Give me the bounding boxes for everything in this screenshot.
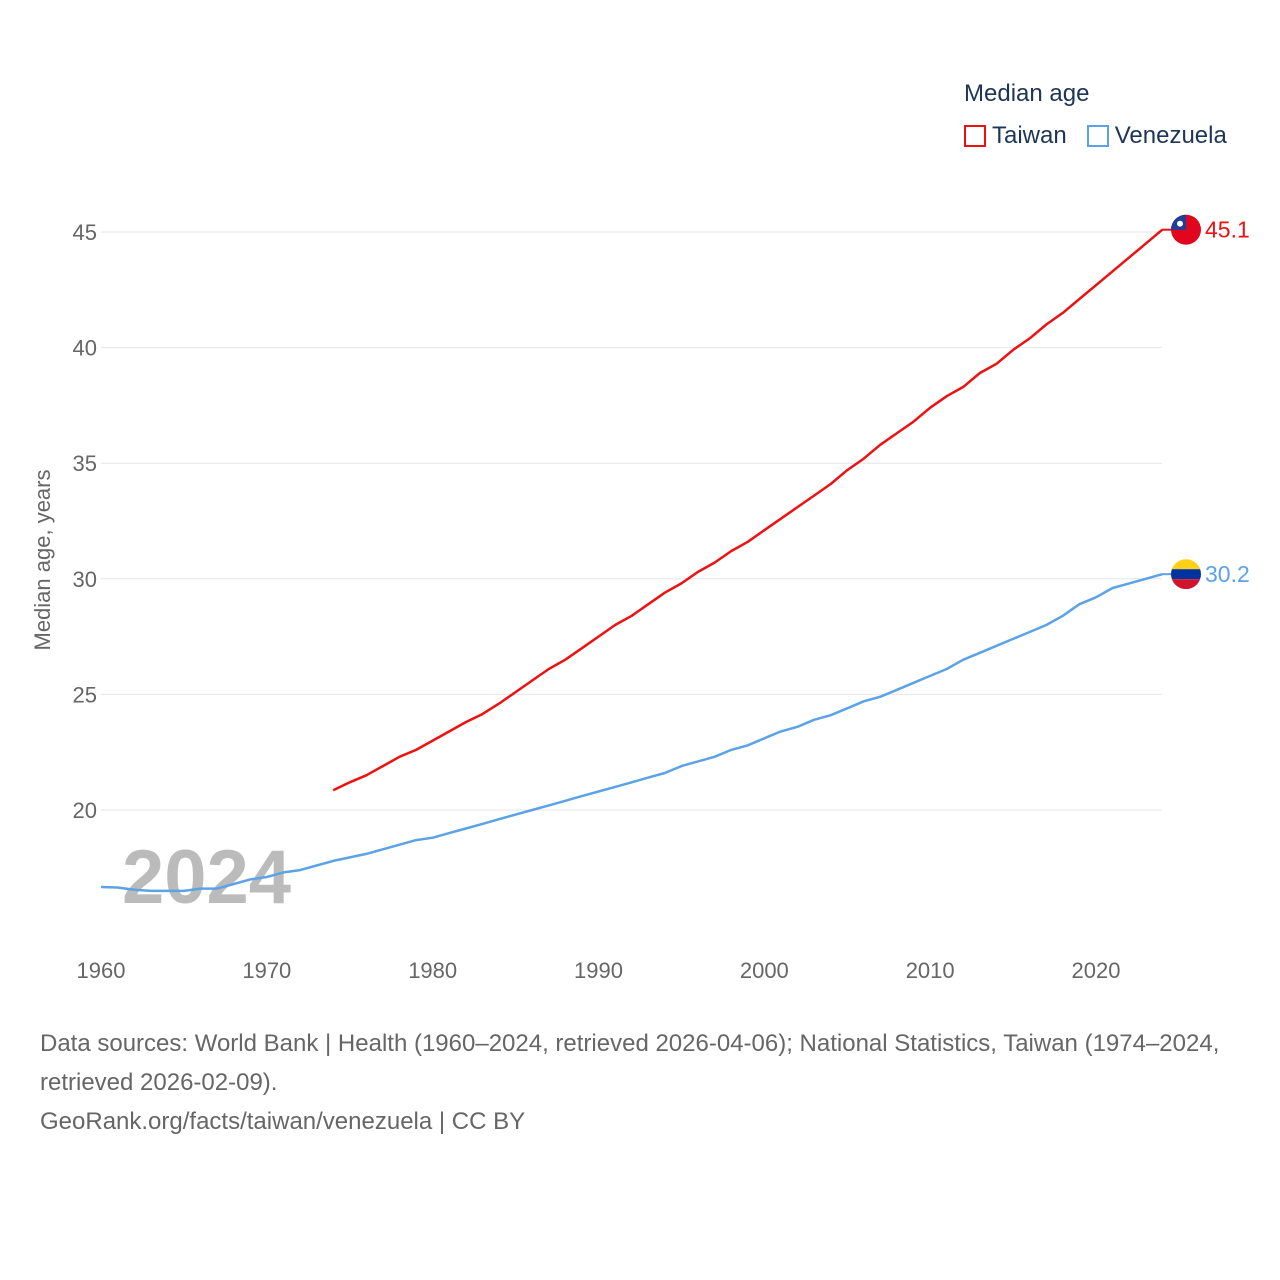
legend-item-venezuela[interactable]: Venezuela (1086, 122, 1227, 150)
data-sources: Data sources: World Bank | Health (1960–… (40, 1030, 1220, 1096)
end-value-label-taiwan: 45.1 (1205, 217, 1250, 243)
taiwan-flag-sun (1177, 220, 1183, 227)
x-tick-label: 2000 (740, 958, 789, 983)
legend-label-taiwan: Taiwan (992, 122, 1067, 149)
x-tick-label: 1970 (242, 958, 291, 983)
x-tick-label: 2010 (906, 958, 955, 983)
y-tick-label: 30 (73, 567, 97, 592)
series-line-taiwan (332, 228, 1164, 792)
footer: Data sources: World Bank | Health (1960–… (40, 1024, 1250, 1141)
y-tick-label: 40 (73, 336, 97, 361)
x-tick-label: 1980 (408, 958, 457, 983)
legend-swatch-venezuela (1086, 125, 1109, 147)
y-tick-label: 25 (73, 682, 97, 707)
x-tick-label: 1960 (77, 958, 126, 983)
venezuela-flag-icon (1171, 559, 1201, 570)
x-tick-label: 2020 (1072, 958, 1121, 983)
legend-item-taiwan[interactable]: Taiwan (964, 122, 1067, 150)
venezuela-flag-blue (1171, 569, 1201, 580)
legend-swatch-taiwan (964, 125, 986, 147)
end-value-label-venezuela: 30.2 (1205, 561, 1250, 587)
x-tick-label: 1990 (574, 958, 623, 983)
legend-title: Median age (964, 80, 1090, 107)
legend-label-venezuela: Venezuela (1114, 122, 1227, 149)
y-tick-label: 45 (73, 220, 97, 245)
venezuela-flag-red (1171, 579, 1201, 590)
series-line-venezuela (100, 572, 1163, 893)
y-tick-label: 35 (73, 451, 97, 476)
credit-link[interactable]: GeoRank.org/facts/taiwan/venezuela | CC … (40, 1108, 526, 1135)
y-axis-label: Median age, years (30, 470, 55, 651)
legend: Taiwan Venezuela (964, 122, 1227, 150)
y-tick-label: 20 (73, 798, 97, 823)
